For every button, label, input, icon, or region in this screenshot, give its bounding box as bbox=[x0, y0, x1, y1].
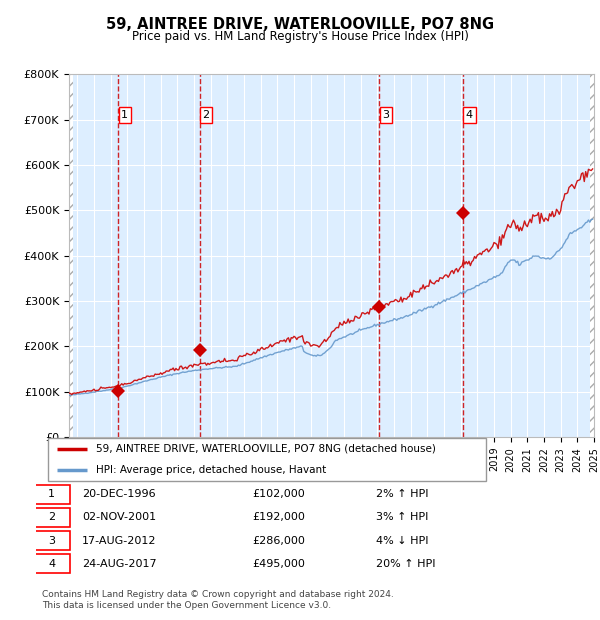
Text: 02-NOV-2001: 02-NOV-2001 bbox=[82, 513, 156, 523]
FancyBboxPatch shape bbox=[34, 508, 70, 527]
FancyBboxPatch shape bbox=[34, 554, 70, 574]
Text: 20-DEC-1996: 20-DEC-1996 bbox=[82, 489, 155, 500]
Text: 1: 1 bbox=[48, 489, 55, 500]
Text: 1: 1 bbox=[121, 110, 128, 120]
Text: 59, AINTREE DRIVE, WATERLOOVILLE, PO7 8NG: 59, AINTREE DRIVE, WATERLOOVILLE, PO7 8N… bbox=[106, 17, 494, 32]
Text: £192,000: £192,000 bbox=[252, 513, 305, 523]
Text: £286,000: £286,000 bbox=[252, 536, 305, 546]
Text: 4: 4 bbox=[466, 110, 473, 120]
Text: 3: 3 bbox=[48, 536, 55, 546]
Text: HPI: Average price, detached house, Havant: HPI: Average price, detached house, Hava… bbox=[96, 465, 326, 475]
Text: £495,000: £495,000 bbox=[252, 559, 305, 569]
Text: Price paid vs. HM Land Registry's House Price Index (HPI): Price paid vs. HM Land Registry's House … bbox=[131, 30, 469, 43]
Text: 3: 3 bbox=[382, 110, 389, 120]
Bar bbox=[69, 74, 73, 437]
Text: 2: 2 bbox=[48, 513, 55, 523]
Text: 20% ↑ HPI: 20% ↑ HPI bbox=[376, 559, 436, 569]
FancyBboxPatch shape bbox=[34, 531, 70, 551]
FancyBboxPatch shape bbox=[34, 485, 70, 504]
Text: 2% ↑ HPI: 2% ↑ HPI bbox=[376, 489, 428, 500]
Text: 3% ↑ HPI: 3% ↑ HPI bbox=[376, 513, 428, 523]
Text: 2: 2 bbox=[203, 110, 209, 120]
Text: Contains HM Land Registry data © Crown copyright and database right 2024.
This d: Contains HM Land Registry data © Crown c… bbox=[42, 590, 394, 609]
Text: 59, AINTREE DRIVE, WATERLOOVILLE, PO7 8NG (detached house): 59, AINTREE DRIVE, WATERLOOVILLE, PO7 8N… bbox=[96, 444, 436, 454]
Text: 17-AUG-2012: 17-AUG-2012 bbox=[82, 536, 157, 546]
Text: 4% ↓ HPI: 4% ↓ HPI bbox=[376, 536, 428, 546]
Text: 24-AUG-2017: 24-AUG-2017 bbox=[82, 559, 157, 569]
Bar bbox=[590, 74, 598, 437]
Text: 4: 4 bbox=[48, 559, 55, 569]
Text: £102,000: £102,000 bbox=[252, 489, 305, 500]
FancyBboxPatch shape bbox=[48, 438, 486, 480]
